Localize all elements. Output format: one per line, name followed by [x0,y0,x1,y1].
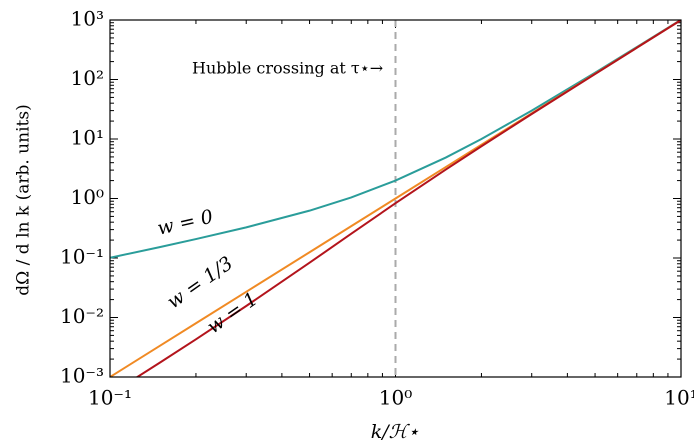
y-tick-label: 10² [71,66,104,90]
y-tick-label: 10¹ [71,126,104,150]
annotation: Hubble crossing at τ⋆→ [192,59,383,78]
x-tick-label: 10¹ [664,386,694,410]
y-tick-label: 10⁻¹ [60,245,104,269]
x-tick-label: 10⁻¹ [88,386,132,410]
plot-area [110,20,681,377]
y-tick-label: 10⁰ [71,185,104,209]
y-tick-label: 10⁻² [60,304,104,328]
x-axis-label: k/ℋ⋆ [371,421,420,443]
series-label: w = 0 [155,206,215,240]
series-label: w = 1 [203,288,262,338]
x-tick-label: 10⁰ [379,386,412,410]
y-tick-label: 10³ [71,7,104,31]
plot-frame [109,19,682,378]
y-tick-label: 10⁻³ [60,364,104,388]
y-axis-label: dΩ / d ln k (arb. units) [14,104,34,295]
line-series [135,20,681,377]
